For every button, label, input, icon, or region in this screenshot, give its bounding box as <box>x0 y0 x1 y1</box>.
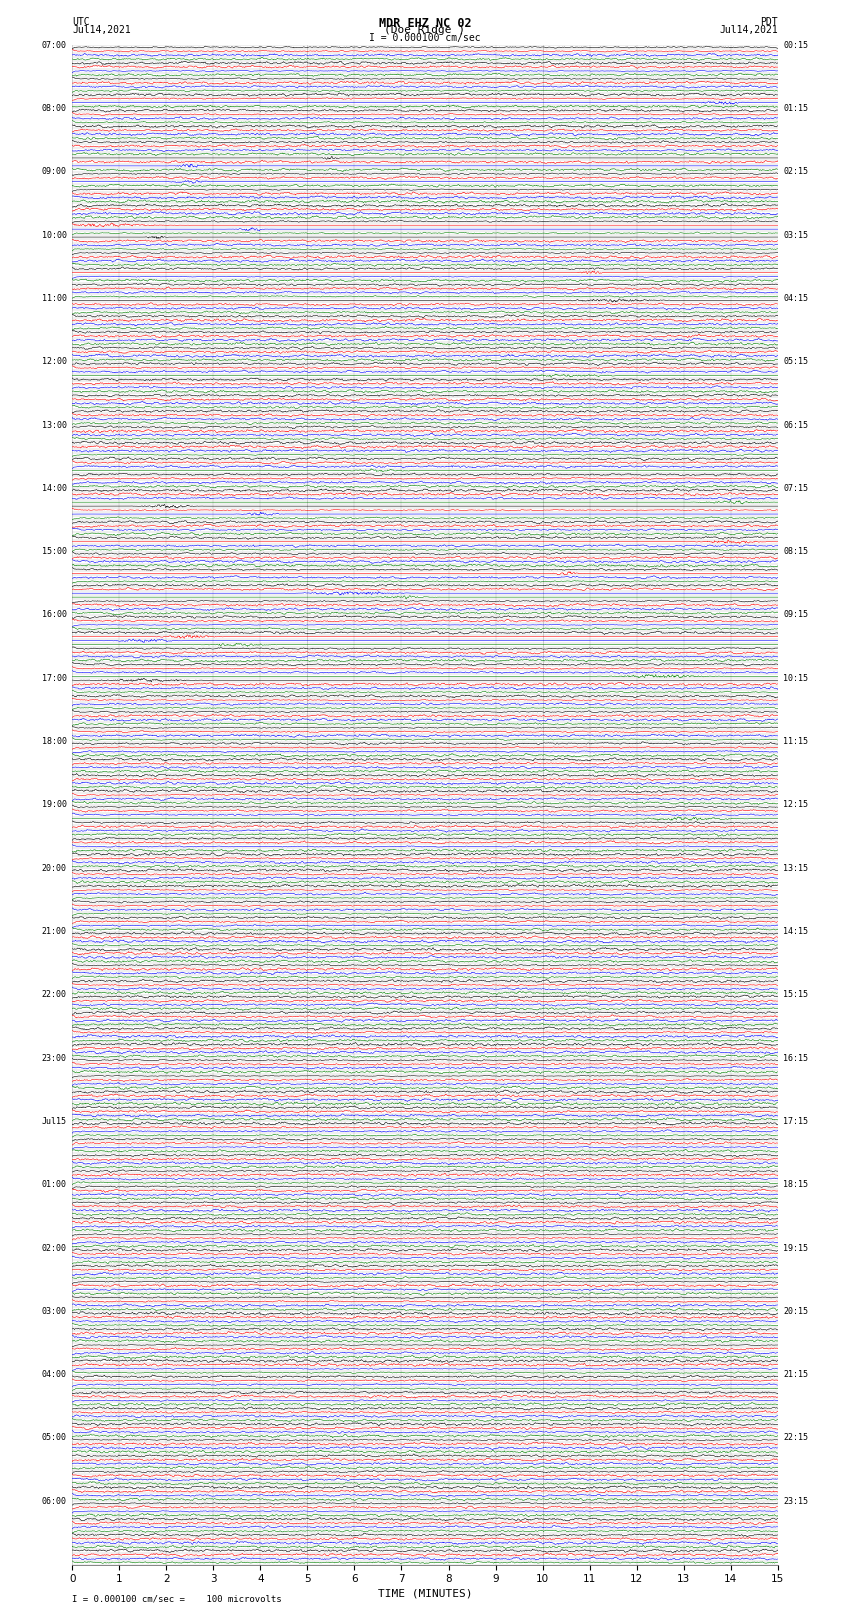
Text: 09:00: 09:00 <box>42 168 66 176</box>
Text: I = 0.000100 cm/sec: I = 0.000100 cm/sec <box>369 32 481 44</box>
Text: 06:00: 06:00 <box>42 1497 66 1507</box>
Text: 10:00: 10:00 <box>42 231 66 240</box>
Text: 19:15: 19:15 <box>784 1244 808 1253</box>
Text: 07:00: 07:00 <box>42 40 66 50</box>
Text: 17:15: 17:15 <box>784 1116 808 1126</box>
Text: 04:15: 04:15 <box>784 294 808 303</box>
Text: 11:00: 11:00 <box>42 294 66 303</box>
Text: 05:15: 05:15 <box>784 356 808 366</box>
Text: 09:15: 09:15 <box>784 610 808 619</box>
X-axis label: TIME (MINUTES): TIME (MINUTES) <box>377 1589 473 1598</box>
Text: 08:00: 08:00 <box>42 103 66 113</box>
Text: 15:15: 15:15 <box>784 990 808 1000</box>
Text: 14:15: 14:15 <box>784 927 808 936</box>
Text: I = 0.000100 cm/sec =    100 microvolts: I = 0.000100 cm/sec = 100 microvolts <box>72 1594 282 1603</box>
Text: 02:00: 02:00 <box>42 1244 66 1253</box>
Text: 18:00: 18:00 <box>42 737 66 747</box>
Text: 17:00: 17:00 <box>42 674 66 682</box>
Text: 00:15: 00:15 <box>784 40 808 50</box>
Text: 11:15: 11:15 <box>784 737 808 747</box>
Text: 06:15: 06:15 <box>784 421 808 429</box>
Text: 15:00: 15:00 <box>42 547 66 556</box>
Text: PDT: PDT <box>760 18 778 27</box>
Text: Jul15: Jul15 <box>42 1116 66 1126</box>
Text: (Doe Ridge ): (Doe Ridge ) <box>384 24 466 35</box>
Text: 16:00: 16:00 <box>42 610 66 619</box>
Text: 22:00: 22:00 <box>42 990 66 1000</box>
Text: 16:15: 16:15 <box>784 1053 808 1063</box>
Text: Jul14,2021: Jul14,2021 <box>72 24 131 35</box>
Text: 10:15: 10:15 <box>784 674 808 682</box>
Text: 01:15: 01:15 <box>784 103 808 113</box>
Text: 12:15: 12:15 <box>784 800 808 810</box>
Text: 13:15: 13:15 <box>784 863 808 873</box>
Text: 07:15: 07:15 <box>784 484 808 494</box>
Text: 23:15: 23:15 <box>784 1497 808 1507</box>
Text: 03:00: 03:00 <box>42 1307 66 1316</box>
Text: 22:15: 22:15 <box>784 1434 808 1442</box>
Text: 20:15: 20:15 <box>784 1307 808 1316</box>
Text: 18:15: 18:15 <box>784 1181 808 1189</box>
Text: Jul14,2021: Jul14,2021 <box>719 24 778 35</box>
Text: MDR EHZ NC 02: MDR EHZ NC 02 <box>379 18 471 31</box>
Text: 02:15: 02:15 <box>784 168 808 176</box>
Text: 23:00: 23:00 <box>42 1053 66 1063</box>
Text: UTC: UTC <box>72 18 90 27</box>
Text: 04:00: 04:00 <box>42 1369 66 1379</box>
Text: 08:15: 08:15 <box>784 547 808 556</box>
Text: 03:15: 03:15 <box>784 231 808 240</box>
Text: 19:00: 19:00 <box>42 800 66 810</box>
Text: 05:00: 05:00 <box>42 1434 66 1442</box>
Text: 12:00: 12:00 <box>42 356 66 366</box>
Text: 21:15: 21:15 <box>784 1369 808 1379</box>
Text: 20:00: 20:00 <box>42 863 66 873</box>
Text: 01:00: 01:00 <box>42 1181 66 1189</box>
Text: 13:00: 13:00 <box>42 421 66 429</box>
Text: 21:00: 21:00 <box>42 927 66 936</box>
Text: 14:00: 14:00 <box>42 484 66 494</box>
